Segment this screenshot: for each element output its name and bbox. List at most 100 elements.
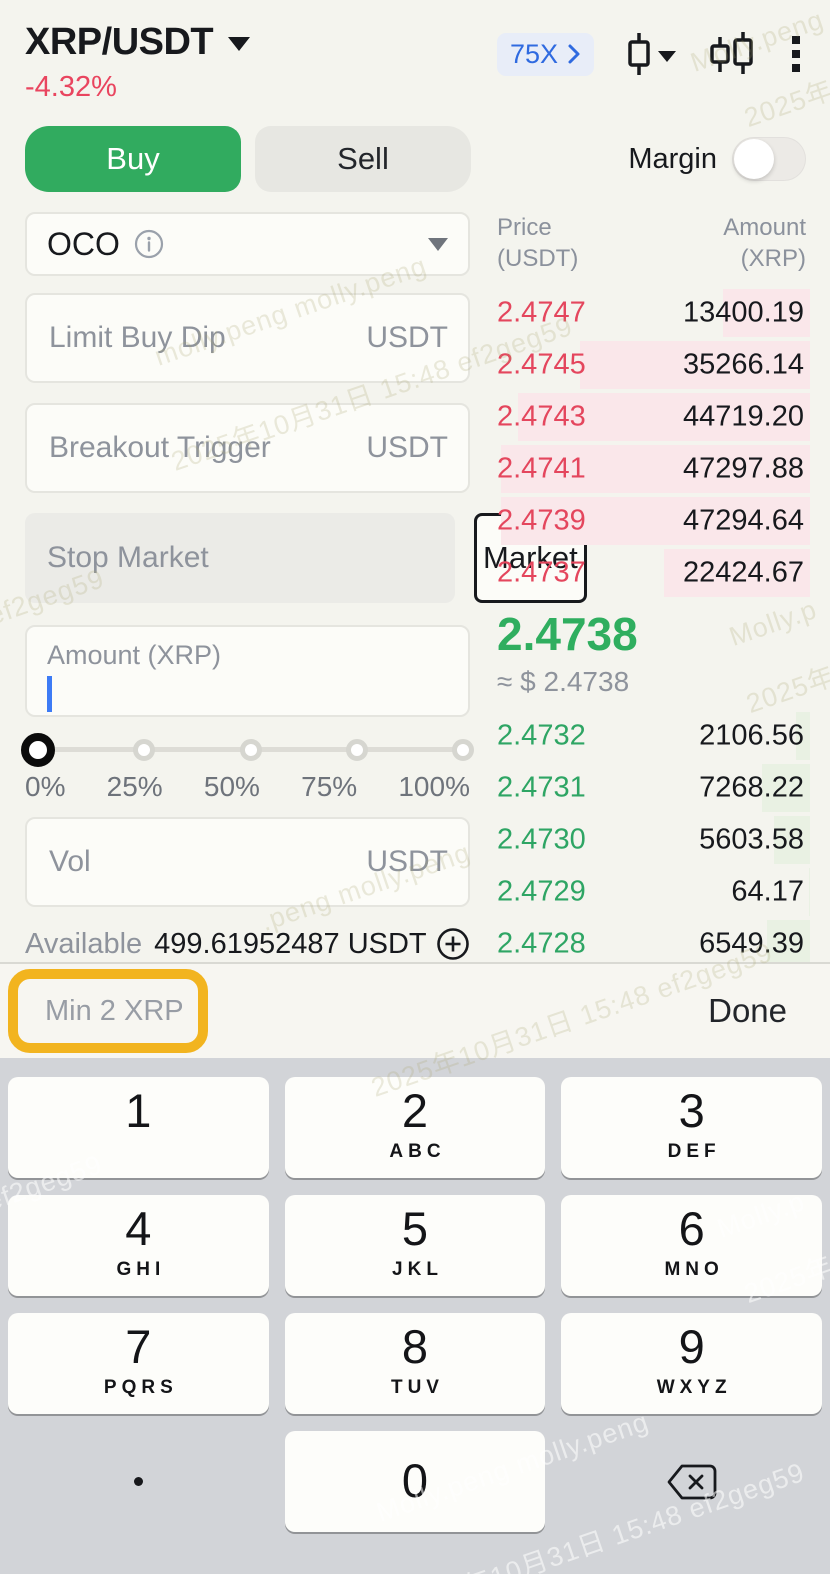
slider-label: 75% <box>301 771 358 802</box>
bid-price: 2.4730 <box>497 823 586 856</box>
last-price[interactable]: 2.4738 <box>497 608 638 660</box>
percent-slider[interactable] <box>21 733 474 767</box>
backspace-key[interactable] <box>561 1431 822 1532</box>
more-menu-button[interactable] <box>788 32 804 76</box>
orderbook-ask-row[interactable]: 2.4743 44719.20 <box>497 391 810 443</box>
limit-buy-dip-unit: USDT <box>366 321 448 354</box>
vol-field: USDT <box>25 817 470 907</box>
stop-market-input[interactable] <box>45 540 435 576</box>
digit-key[interactable]: 4 GHI <box>8 1195 269 1296</box>
bids: 2.4732 2106.56 2.4731 7268.22 2.4730 560… <box>497 710 810 970</box>
amount-placeholder: Amount (XRP) <box>47 640 222 670</box>
buy-tab[interactable]: Buy <box>25 126 241 192</box>
numeric-keyboard: 1 2 ABC 3 DEF 4 GHI 5 JKL 6 MNO 7 PQRS 8… <box>0 1058 830 1574</box>
orderbook-bid-row[interactable]: 2.4728 6549.39 <box>497 918 810 970</box>
digit-key[interactable]: 8 TUV <box>284 1313 546 1414</box>
ask-price: 2.4747 <box>497 296 586 329</box>
digit-key[interactable]: 5 JKL <box>284 1195 546 1296</box>
header-actions: 75X <box>496 31 804 77</box>
min-amount-hint: Min 2 XRP <box>45 994 184 1027</box>
deposit-button[interactable] <box>436 927 470 961</box>
ask-depth-bar <box>501 445 810 493</box>
limit-buy-dip-field: USDT <box>25 293 470 383</box>
ask-amount: 13400.19 <box>683 296 804 329</box>
margin-toggle[interactable] <box>732 137 806 181</box>
keypad-digit-rows: 1 2 ABC 3 DEF 4 GHI 5 JKL 6 MNO 7 PQRS 8… <box>8 1077 822 1414</box>
plus-circle-icon <box>437 928 469 960</box>
slider-dot-50%[interactable] <box>239 739 262 761</box>
price-change-percent: -4.32% <box>25 71 117 103</box>
slider-dot-0%[interactable] <box>21 733 55 767</box>
available-row: Available 499.61952487 USDT <box>25 927 470 961</box>
slider-dot-75%[interactable] <box>345 739 368 761</box>
orderbook-ask-row[interactable]: 2.4739 47294.64 <box>497 495 810 547</box>
slider-dot-25%[interactable] <box>133 739 156 761</box>
bid-depth-bar <box>796 712 810 760</box>
ask-amount: 47294.64 <box>683 504 804 537</box>
orderbook-ask-row[interactable]: 2.4745 35266.14 <box>497 339 810 391</box>
market-button[interactable]: Market <box>474 513 587 603</box>
ask-depth-bar <box>663 549 810 597</box>
bid-price: 2.4729 <box>497 875 586 908</box>
amount-header: Amount (XRP) <box>723 214 806 272</box>
orderbook-bid-row[interactable]: 2.4732 2106.56 <box>497 710 810 762</box>
digit-key[interactable]: 6 MNO <box>561 1195 822 1296</box>
order-type-select[interactable]: OCO <box>25 212 470 276</box>
orderbook-bid-row[interactable]: 2.4730 5603.58 <box>497 814 810 866</box>
breakout-trigger-field: USDT <box>25 403 470 493</box>
digit-key[interactable]: 3 DEF <box>561 1077 822 1178</box>
ask-depth-bar <box>501 497 810 545</box>
ask-amount: 22424.67 <box>683 556 804 589</box>
sell-tab[interactable]: Sell <box>255 126 471 192</box>
orderbook-bid-row[interactable]: 2.4731 7268.22 <box>497 762 810 814</box>
toggle-knob <box>734 139 774 179</box>
bid-depth-bar <box>767 920 810 968</box>
orderbook-ask-row[interactable]: 2.4737 22424.67 <box>497 547 810 599</box>
chart-style-button[interactable] <box>626 31 676 77</box>
amount-field[interactable]: Amount (XRP) <box>25 625 470 717</box>
chevron-right-icon <box>568 44 580 64</box>
kebab-dot <box>792 50 800 58</box>
breakout-trigger-input[interactable] <box>47 430 357 466</box>
available-label: Available <box>25 927 143 960</box>
ask-amount: 35266.14 <box>683 348 804 381</box>
pair-block: XRP/USDT -4.32% <box>25 20 251 104</box>
bid-amount: 7268.22 <box>699 771 804 804</box>
digit-key[interactable]: 1 <box>8 1077 269 1178</box>
zero-key[interactable]: 0 <box>284 1431 546 1532</box>
bid-depth-bar <box>808 868 810 916</box>
decimal-key[interactable] <box>8 1431 269 1532</box>
digit-key[interactable]: 7 PQRS <box>8 1313 269 1414</box>
bid-price: 2.4732 <box>497 719 586 752</box>
info-icon[interactable] <box>134 229 164 259</box>
slider-dot-100%[interactable] <box>452 739 474 761</box>
vol-input[interactable] <box>47 844 357 880</box>
digit-key[interactable]: 9 WXYZ <box>561 1313 822 1414</box>
order-book-header: Price (USDT) Amount (XRP) <box>497 212 806 274</box>
decimal-dot-glyph <box>133 1477 143 1486</box>
pair-selector[interactable]: XRP/USDT <box>25 20 251 64</box>
asks: 2.4747 13400.19 2.4745 35266.14 2.4743 4… <box>497 287 810 599</box>
bid-amount: 2106.56 <box>699 719 804 752</box>
bid-depth-bar <box>773 816 810 864</box>
last-price-fiat: ≈ $ 2.4738 <box>497 666 630 697</box>
stop-market-row: Market <box>25 513 587 603</box>
limit-buy-dip-input[interactable] <box>47 320 357 356</box>
orderbook-bid-row[interactable]: 2.4729 64.17 <box>497 866 810 918</box>
vol-unit: USDT <box>366 845 448 878</box>
done-button[interactable]: Done <box>702 991 793 1031</box>
digit-key[interactable]: 2 ABC <box>284 1077 546 1178</box>
double-candlestick-icon <box>710 32 753 74</box>
orderbook-ask-row[interactable]: 2.4747 13400.19 <box>497 287 810 339</box>
leverage-badge[interactable]: 75X <box>496 32 594 76</box>
ask-amount: 44719.20 <box>683 400 804 433</box>
depth-view-button[interactable] <box>708 31 756 77</box>
slider-label: 0% <box>25 771 66 802</box>
orderbook-ask-row[interactable]: 2.4741 47297.88 <box>497 443 810 495</box>
ask-depth-bar <box>518 393 810 441</box>
order-form: OCO USDT USDT Market <box>21 212 587 962</box>
ask-price: 2.4741 <box>497 452 586 485</box>
slider-label: 25% <box>106 771 163 802</box>
chevron-down-icon <box>658 50 676 62</box>
bid-price: 2.4731 <box>497 771 586 804</box>
